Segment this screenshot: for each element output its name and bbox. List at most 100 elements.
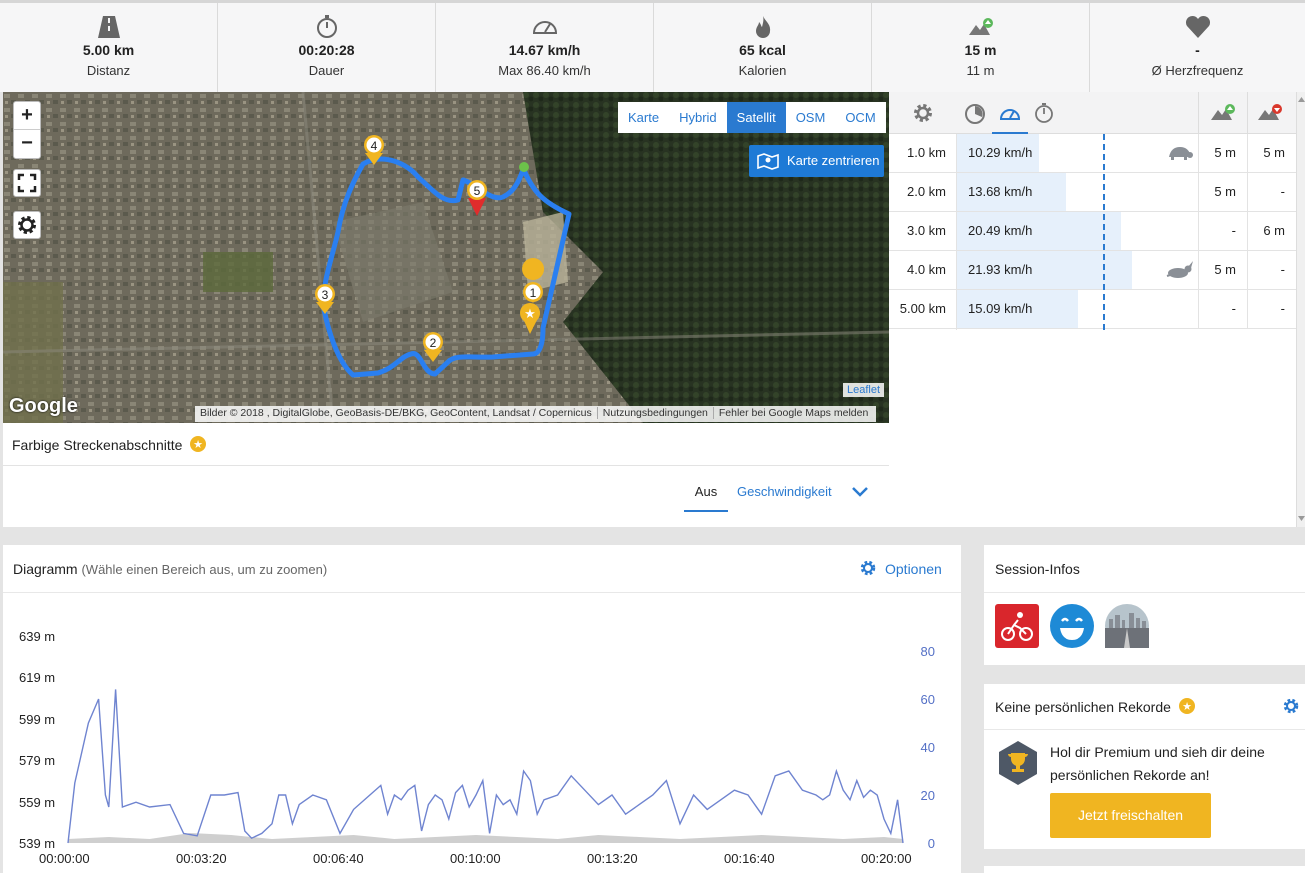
km-marker-1[interactable]: 1: [522, 258, 545, 303]
svg-text:4: 4: [371, 139, 378, 153]
svg-text:★: ★: [193, 438, 203, 451]
y-right-tick: 60: [920, 692, 935, 707]
layer-osm[interactable]: OSM: [795, 110, 826, 125]
elevation-down-icon: [1258, 104, 1282, 120]
y-right-tick: 80: [920, 644, 935, 659]
y-left-tick: 619 m: [19, 670, 56, 685]
y-left-tick: 559 m: [19, 795, 56, 810]
split-speed: 10.29 km/h: [968, 145, 1033, 160]
stat-calories: 65 kcal Kalorien: [654, 3, 872, 92]
km-marker-4[interactable]: 4: [364, 135, 384, 165]
elevation-up-icon: [1211, 104, 1235, 120]
speed-tab[interactable]: [992, 98, 1028, 134]
split-km: 1.0 km: [906, 145, 946, 160]
diagram-options-label: Optionen: [885, 561, 942, 577]
start-dot: [519, 162, 529, 172]
y-right-tick: 40: [920, 740, 935, 755]
unlock-premium-button[interactable]: Jetzt freischalten: [1050, 793, 1211, 838]
map-center-icon: [757, 153, 779, 170]
segment-tab-off[interactable]: Aus: [684, 478, 728, 512]
report-error-link[interactable]: Fehler bei Google Maps melden: [712, 407, 874, 419]
split-elevation-down: 6 m: [1247, 212, 1295, 250]
rabbit-icon: [1166, 261, 1193, 278]
split-speed: 15.09 km/h: [968, 301, 1033, 316]
scroll-down-icon[interactable]: [1298, 516, 1305, 522]
gear-icon[interactable]: [1282, 697, 1300, 715]
map-settings-button[interactable]: [13, 211, 41, 239]
center-map-button[interactable]: Karte zentrieren: [749, 145, 884, 177]
speed-elevation-chart[interactable]: [0, 0, 961, 873]
segment-title-text: Farbige Streckenabschnitte: [12, 437, 183, 453]
split-row: 2.0 km 13.68 km/h 5 m-: [889, 173, 1296, 212]
start-star-marker[interactable]: ★: [520, 303, 540, 334]
y-left-tick: 579 m: [19, 753, 56, 768]
zoom-in-button[interactable]: +: [14, 102, 40, 130]
split-elevation-up: 5 m: [1198, 251, 1246, 289]
layer-karte[interactable]: Karte: [628, 110, 660, 125]
zoom-out-button[interactable]: −: [21, 132, 33, 154]
segment-tab-speed[interactable]: Geschwindigkeit: [737, 484, 832, 499]
layer-hybrid[interactable]: Hybrid: [679, 110, 717, 125]
terms-link[interactable]: Nutzungsbedingungen: [596, 407, 713, 419]
fullscreen-icon: [17, 173, 37, 193]
zoom-control: + −: [13, 101, 41, 159]
map-attribution: Bilder © 2018 , DigitalGlobe, GeoBasis-D…: [195, 406, 877, 422]
stats-bar: 5.00 km Distanz 00:20:28 Dauer 14.67 km/…: [0, 0, 1305, 92]
records-title-text: Keine persönlichen Rekorde: [995, 699, 1171, 715]
stopwatch-icon[interactable]: [1033, 102, 1055, 124]
fullscreen-button[interactable]: [13, 169, 41, 197]
map-layer-switcher: Karte Hybrid Satellit OSM OCM: [618, 102, 886, 133]
segment-panel: [3, 423, 889, 527]
premium-star-icon: ★: [1178, 698, 1195, 714]
speed-bar: [957, 251, 1132, 289]
split-elevation-down: 5 m: [1247, 134, 1295, 172]
km-marker-2[interactable]: 2: [423, 332, 443, 362]
speed-bar: [957, 290, 1078, 328]
happy-face-icon: [1050, 604, 1094, 648]
split-elevation-up: 5 m: [1198, 134, 1246, 172]
x-tick: 00:00:00: [39, 851, 90, 866]
diagram-options-button[interactable]: Optionen: [859, 559, 942, 577]
x-tick: 00:10:00: [450, 851, 501, 866]
split-elevation-up: 5 m: [1198, 173, 1246, 211]
divider: [3, 592, 961, 593]
leaflet-link[interactable]: Leaflet: [843, 383, 885, 397]
stat-value: 65 kcal: [739, 42, 786, 58]
road-icon: [97, 16, 120, 38]
scroll-up-icon[interactable]: [1298, 96, 1305, 102]
elevation-up-icon: [968, 18, 993, 35]
km-marker-5[interactable]: 5: [467, 180, 487, 216]
svg-text:5: 5: [474, 184, 481, 198]
split-speed: 20.49 km/h: [968, 223, 1033, 238]
layer-satellit[interactable]: Satellit: [726, 102, 786, 133]
split-speed: 13.68 km/h: [968, 184, 1033, 199]
scrollbar[interactable]: [1296, 92, 1305, 527]
diagram-title: Diagramm (Wähle einen Bereich aus, um zu…: [13, 561, 327, 577]
stopwatch-icon: [316, 15, 337, 38]
stat-label: 11 m: [966, 63, 995, 78]
speedometer-icon: [999, 109, 1021, 120]
split-elevation-up: -: [1198, 212, 1246, 250]
x-tick: 00:13:20: [587, 851, 638, 866]
split-km: 2.0 km: [906, 184, 946, 199]
gear-icon[interactable]: [911, 101, 935, 125]
stat-label: Kalorien: [738, 63, 787, 78]
chevron-down-icon[interactable]: [851, 484, 869, 500]
trophy-icon: [999, 741, 1037, 785]
pace-icon[interactable]: [964, 103, 986, 125]
stat-label: Distanz: [86, 63, 131, 78]
segment-title: Farbige Streckenabschnitte ★: [12, 436, 207, 453]
session-info-title: Session-Infos: [995, 561, 1080, 577]
speed-bar: [957, 212, 1121, 250]
flame-icon: [755, 16, 770, 38]
stat-value: 00:20:28: [298, 42, 355, 58]
records-premium-text: Hol dir Premium und sieh dir deine persö…: [1050, 744, 1265, 783]
x-tick: 00:16:40: [724, 851, 775, 866]
km-marker-3[interactable]: 3: [315, 284, 335, 314]
y-left-tick: 599 m: [19, 712, 56, 727]
layer-ocm[interactable]: OCM: [845, 110, 876, 125]
x-tick: 00:03:20: [176, 851, 227, 866]
speed-line: [67, 689, 904, 844]
speed-bar: [957, 134, 1039, 172]
